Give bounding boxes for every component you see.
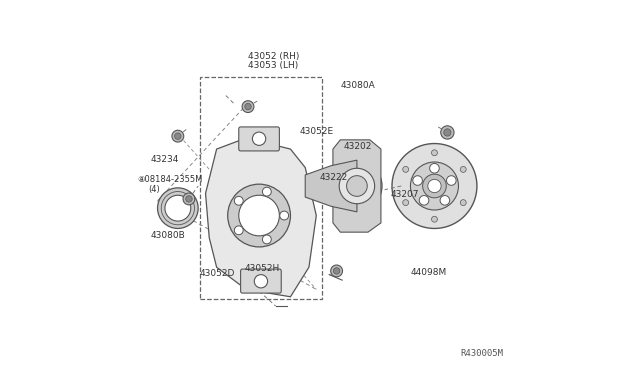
Circle shape	[440, 196, 450, 205]
Circle shape	[183, 193, 195, 205]
Circle shape	[252, 132, 266, 145]
Text: 43052H: 43052H	[244, 264, 280, 273]
Text: R430005M: R430005M	[460, 349, 503, 358]
Circle shape	[392, 144, 477, 228]
Circle shape	[332, 161, 382, 211]
Text: 43234: 43234	[150, 155, 179, 164]
Circle shape	[175, 133, 181, 140]
Circle shape	[431, 216, 437, 222]
Circle shape	[172, 130, 184, 142]
Text: 43222: 43222	[320, 173, 348, 182]
Circle shape	[331, 265, 342, 277]
Circle shape	[165, 195, 191, 221]
Polygon shape	[305, 160, 357, 212]
Circle shape	[239, 195, 280, 236]
FancyBboxPatch shape	[241, 269, 281, 293]
Circle shape	[339, 168, 374, 204]
Text: 43052E: 43052E	[300, 127, 334, 136]
Text: 43207: 43207	[390, 190, 419, 199]
Text: (4): (4)	[148, 185, 160, 193]
Circle shape	[460, 166, 466, 172]
Circle shape	[244, 103, 252, 110]
Text: 43080A: 43080A	[340, 81, 375, 90]
Circle shape	[441, 126, 454, 139]
Text: 43053 (LH): 43053 (LH)	[248, 61, 298, 70]
Text: 43052 (RH): 43052 (RH)	[248, 52, 300, 61]
Circle shape	[413, 176, 422, 185]
Circle shape	[422, 174, 446, 198]
Circle shape	[333, 268, 340, 274]
Circle shape	[234, 196, 243, 205]
Text: 43052D: 43052D	[200, 269, 236, 279]
Text: ⑧08184-2355M: ⑧08184-2355M	[137, 175, 203, 184]
Text: 43202: 43202	[344, 142, 372, 151]
Circle shape	[157, 188, 198, 228]
Circle shape	[447, 176, 456, 185]
Circle shape	[431, 150, 437, 156]
Circle shape	[429, 163, 439, 173]
Circle shape	[460, 200, 466, 206]
Circle shape	[242, 101, 254, 112]
Text: 43080B: 43080B	[150, 231, 185, 240]
Circle shape	[419, 196, 429, 205]
Circle shape	[403, 200, 408, 206]
Circle shape	[228, 184, 291, 247]
Circle shape	[262, 187, 271, 196]
Circle shape	[444, 129, 451, 136]
Text: 44098M: 44098M	[410, 267, 447, 277]
FancyBboxPatch shape	[239, 127, 280, 151]
Circle shape	[280, 211, 289, 220]
Circle shape	[254, 275, 268, 288]
Circle shape	[403, 166, 408, 172]
Circle shape	[186, 196, 192, 202]
Circle shape	[428, 179, 441, 193]
Polygon shape	[205, 138, 316, 297]
Polygon shape	[333, 140, 381, 232]
Circle shape	[347, 176, 367, 196]
Bar	[200, 77, 322, 299]
Circle shape	[262, 235, 271, 244]
Circle shape	[410, 162, 458, 210]
Circle shape	[234, 226, 243, 235]
